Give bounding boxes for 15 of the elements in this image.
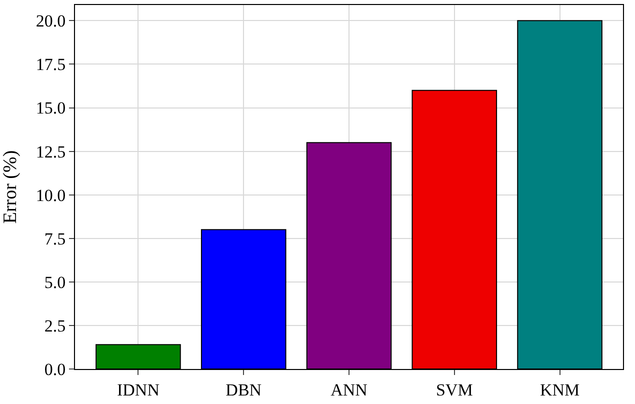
x-tick-label: KNM [540,380,580,400]
y-tick-label: 15.0 [36,98,66,118]
x-tick-label: ANN [330,380,368,400]
y-tick-label: 7.5 [44,229,66,248]
x-tick-label: SVM [436,380,473,400]
y-tick-label: 12.5 [36,142,66,162]
y-tick-label: 17.5 [36,55,66,74]
x-tick-label: IDNN [116,380,160,400]
y-axis-title: Error (%) [0,150,21,224]
y-tick-label: 20.0 [36,12,66,31]
y-tick-label: 0.0 [44,360,66,379]
x-tick-label: DBN [226,380,262,400]
y-tick-label: 5.0 [44,272,66,292]
y-tick-label: 2.5 [44,316,66,336]
y-tick-label: 10.0 [36,186,66,205]
